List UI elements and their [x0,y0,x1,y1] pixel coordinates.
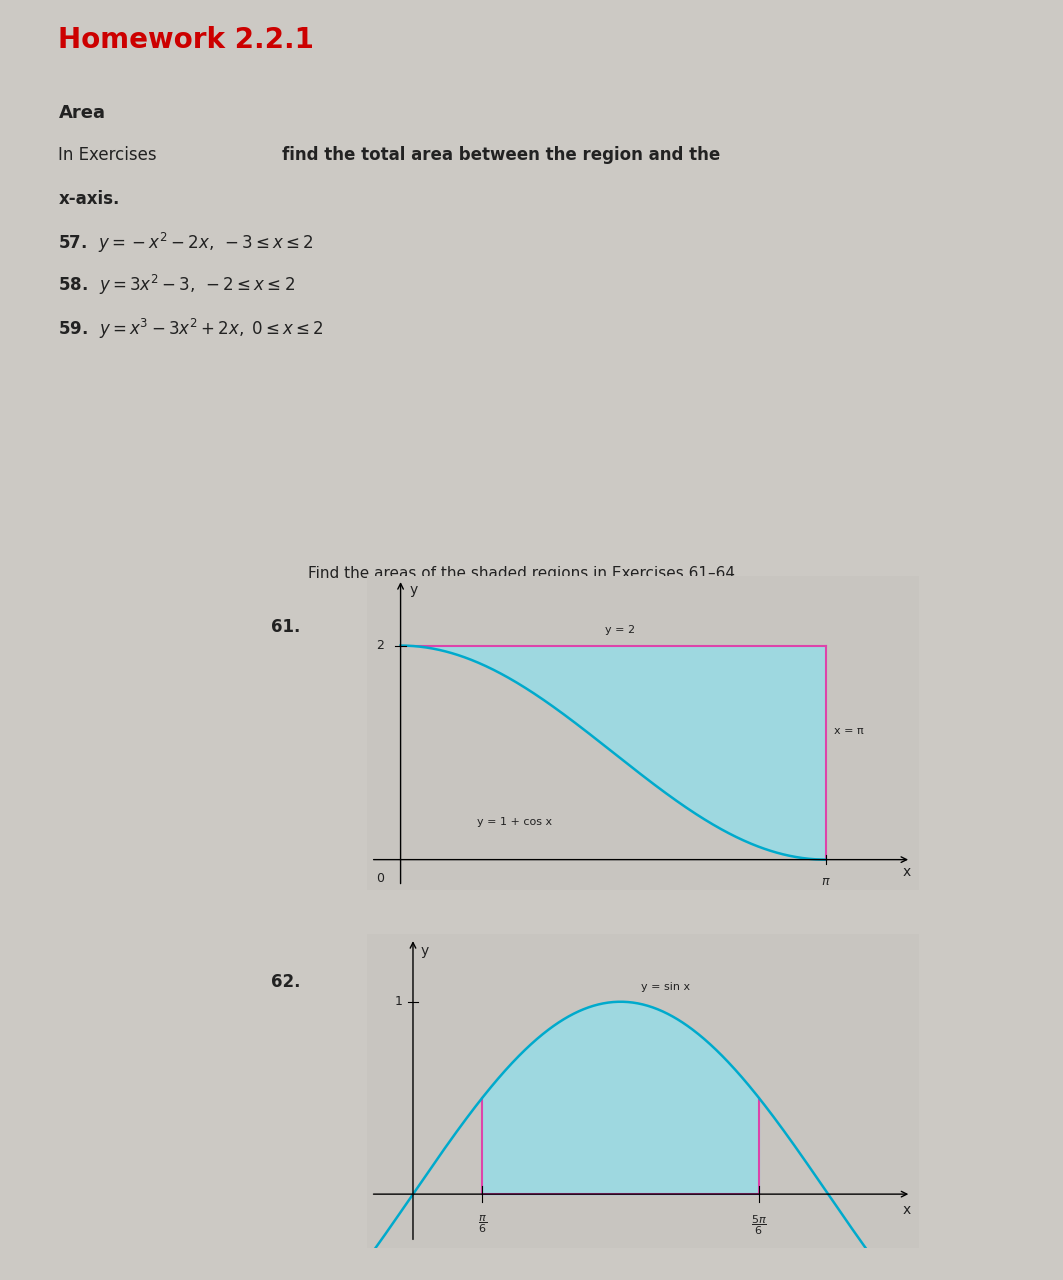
Text: y: y [421,945,429,957]
Text: 1: 1 [394,996,403,1009]
Text: 59.  $y = x^3 - 3x^2 + 2x, \; 0 \leq x \leq 2$: 59. $y = x^3 - 3x^2 + 2x, \; 0 \leq x \l… [58,317,324,340]
Text: 0: 0 [376,873,385,886]
Text: $\pi$: $\pi$ [821,874,831,887]
Text: x: x [902,865,911,879]
Text: 57.  $y = -x^2 - 2x, \; -3 \leq x \leq 2$: 57. $y = -x^2 - 2x, \; -3 \leq x \leq 2$ [58,232,315,255]
Text: 61.: 61. [271,618,301,636]
Text: x-axis.: x-axis. [58,189,120,207]
Text: y = sin x: y = sin x [641,982,691,992]
Text: $\dfrac{\pi}{6}$: $\dfrac{\pi}{6}$ [477,1213,487,1235]
Text: y = 2: y = 2 [605,625,635,635]
Text: x: x [902,1202,911,1216]
Text: 2: 2 [376,639,385,652]
Text: In Exercises: In Exercises [58,146,157,164]
Text: 62.: 62. [271,973,301,991]
Text: find the total area between the region and the: find the total area between the region a… [282,146,720,164]
Text: Homework 2.2.1: Homework 2.2.1 [58,26,315,54]
Text: Find the areas of the shaded regions in Exercises 61–64.: Find the areas of the shaded regions in … [308,566,740,581]
Text: Area: Area [58,104,105,122]
Text: 58.  $y = 3x^2 - 3, \; -2 \leq x \leq 2$: 58. $y = 3x^2 - 3, \; -2 \leq x \leq 2$ [58,273,296,297]
Text: x = π: x = π [834,726,864,736]
Text: $\dfrac{5\pi}{6}$: $\dfrac{5\pi}{6}$ [750,1213,766,1236]
Text: y = 1 + cos x: y = 1 + cos x [477,817,553,827]
Text: y: y [410,584,419,598]
